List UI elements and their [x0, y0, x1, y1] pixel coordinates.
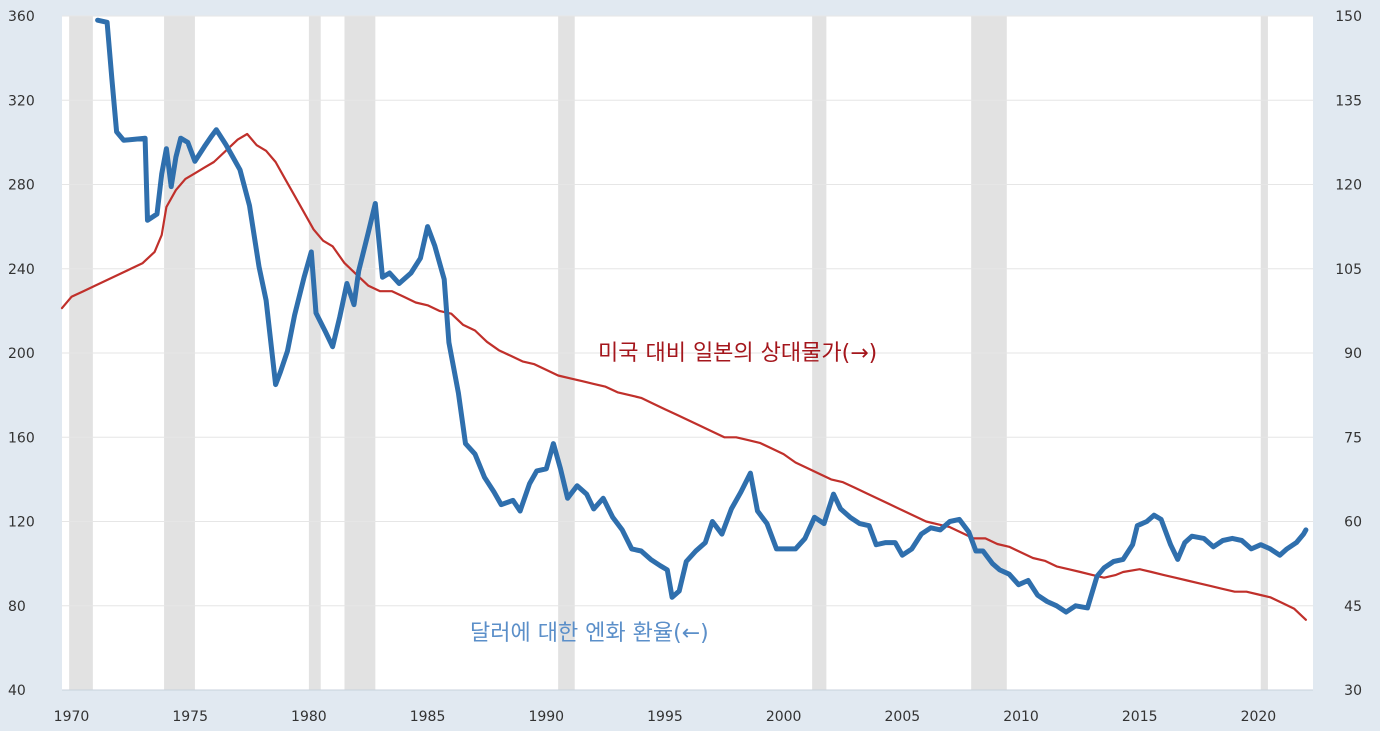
- series-lines: [60, 17, 1309, 621]
- x-tick-label: 2020: [1241, 709, 1277, 725]
- y-left-tick-label: 160: [8, 430, 35, 446]
- x-tick-label: 2005: [885, 709, 921, 725]
- x-tick-label: 1990: [528, 709, 564, 725]
- x-tick-label: 1975: [172, 709, 208, 725]
- series-line-exchange-rate: [95, 17, 1309, 615]
- y-right-tick-label: 75: [1344, 430, 1362, 446]
- y-right-tick-label: 30: [1344, 683, 1362, 699]
- y-left-tick-label: 40: [8, 683, 26, 699]
- y-right-tick-label: 105: [1335, 262, 1362, 278]
- x-tick-label: 1995: [647, 709, 683, 725]
- y-left-tick-label: 240: [8, 262, 35, 278]
- x-tick-label: 1970: [54, 709, 90, 725]
- y-right-tick-label: 150: [1335, 9, 1362, 25]
- x-tick-label: 1980: [291, 709, 327, 725]
- annotation-exchange-rate: 달러에 대한 엔화 환율(←): [470, 621, 709, 646]
- y-left-tick-label: 200: [8, 346, 35, 362]
- y-left-tick-label: 360: [8, 9, 35, 25]
- y-left-tick-label: 80: [8, 599, 26, 615]
- y-right-tick-label: 45: [1344, 599, 1362, 615]
- tick-labels: 40 80 120 160 200 240 280 320 360 30 45 60 75 90 105 12…: [8, 9, 1362, 725]
- y-left-tick-label: 120: [8, 515, 35, 531]
- y-left-tick-label: 280: [8, 178, 35, 194]
- x-tick-label: 1985: [410, 709, 446, 725]
- annotation-relative-price: 미국 대비 일본의 상대물가(→): [598, 341, 877, 366]
- y-right-tick-label: 135: [1335, 93, 1362, 109]
- y-right-tick-label: 120: [1335, 178, 1362, 194]
- x-tick-label: 2015: [1122, 709, 1158, 725]
- y-right-tick-label: 60: [1344, 515, 1362, 531]
- y-left-tick-label: 320: [8, 93, 35, 109]
- x-tick-label: 2010: [1003, 709, 1039, 725]
- y-right-tick-label: 90: [1344, 346, 1362, 362]
- x-tick-label: 2000: [766, 709, 802, 725]
- series-line-relative-price: [60, 132, 1307, 621]
